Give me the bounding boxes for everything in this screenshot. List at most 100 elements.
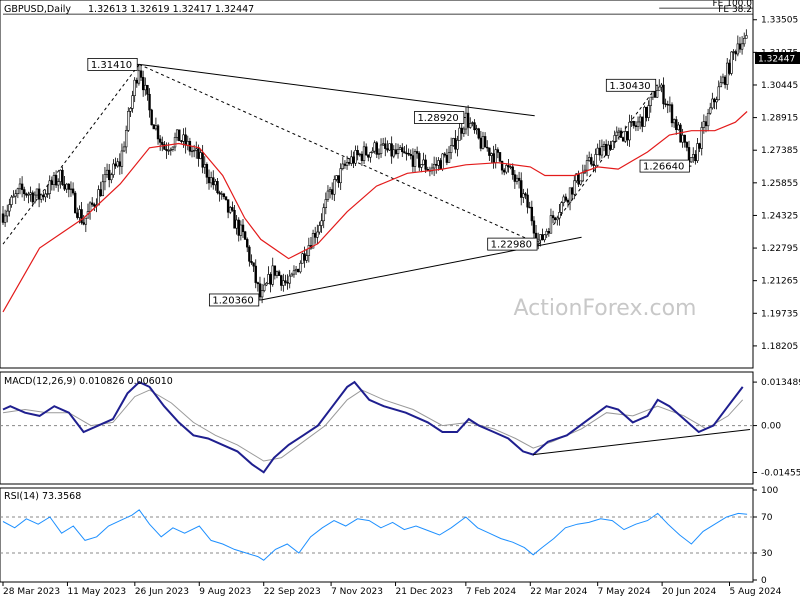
candle-body — [672, 119, 676, 124]
candle-body — [420, 164, 423, 168]
candle-body — [27, 193, 30, 196]
candle-body — [127, 111, 130, 131]
last-price-tag — [755, 52, 800, 64]
rsi-tick-label: 70 — [761, 513, 773, 523]
time-axis: 28 Mar 2023 11 May 2023 26 Jun 2023 9 Aug 2… — [2, 582, 782, 597]
candle-body — [632, 121, 635, 126]
candle-body — [645, 106, 648, 118]
time-tick-label: 7 Nov 2023 — [331, 587, 383, 597]
candle-body — [175, 129, 179, 138]
candle-body — [258, 283, 262, 298]
candle-body — [333, 179, 336, 195]
candle-body — [475, 128, 478, 131]
candle-body — [520, 180, 523, 198]
rsi-tick-label: 0 — [761, 576, 767, 586]
candle-body — [577, 173, 580, 185]
candle-body — [52, 175, 56, 185]
candle-body — [445, 154, 449, 163]
candle-body — [195, 148, 198, 151]
candle-body — [59, 169, 62, 182]
price-tick-label: 1.19735 — [761, 309, 798, 319]
candle-body — [736, 43, 740, 55]
candle-body — [131, 95, 134, 109]
candle-body — [432, 163, 436, 169]
candle-body — [628, 121, 631, 141]
candle-body — [218, 192, 221, 195]
candle-body — [326, 190, 330, 200]
candle-body — [269, 274, 272, 285]
candle-body — [509, 166, 512, 168]
candle-body — [403, 151, 406, 154]
candle-body — [286, 282, 289, 284]
candle-body — [609, 144, 612, 150]
candle-body — [54, 175, 58, 186]
candle-body — [101, 181, 105, 197]
candle-body — [473, 122, 476, 131]
candle-body — [626, 131, 629, 141]
candle-body — [594, 154, 597, 166]
candle-body — [743, 38, 746, 45]
candle-body — [604, 143, 608, 156]
candle-body — [63, 184, 66, 190]
candle-body — [40, 194, 43, 200]
candle-body — [362, 146, 366, 161]
candle-body — [129, 108, 132, 112]
trendline — [139, 63, 540, 245]
candle-body — [120, 150, 124, 167]
candle-body — [592, 163, 595, 166]
candle-body — [460, 127, 463, 134]
candle-body — [267, 274, 270, 284]
candle-body — [452, 138, 455, 146]
candle-body — [8, 204, 11, 212]
candle-body — [169, 149, 172, 151]
candle-body — [658, 86, 661, 91]
candle-body — [422, 159, 425, 165]
moving-average-line — [2, 111, 748, 313]
candle-body — [537, 239, 540, 242]
candle-body — [600, 146, 604, 156]
candle-body — [103, 174, 107, 183]
candle-body — [490, 153, 493, 156]
candle-body — [415, 151, 419, 154]
candle-body — [222, 193, 226, 197]
candle-body — [167, 150, 170, 152]
candle-body — [689, 157, 693, 163]
candle-body — [683, 134, 686, 143]
candle-body — [241, 224, 245, 233]
candle-body — [545, 231, 548, 236]
candle-body — [551, 215, 555, 219]
candle-body — [184, 134, 187, 146]
candle-body — [435, 163, 438, 166]
candle-body — [443, 153, 446, 156]
candle-body — [649, 96, 652, 106]
candle-body — [651, 91, 655, 98]
candle-body — [390, 143, 393, 157]
rsi-panel — [0, 487, 754, 583]
candle-body — [396, 149, 400, 154]
candle-body — [505, 165, 508, 173]
candle-body — [116, 161, 119, 167]
candle-body — [668, 104, 672, 106]
candle-body — [585, 160, 589, 171]
candle-body — [48, 180, 51, 194]
candle-body — [294, 268, 298, 272]
candle-body — [698, 143, 701, 149]
candle-body — [711, 98, 714, 109]
candle-body — [243, 231, 247, 240]
candle-body — [492, 153, 495, 163]
candlesticks — [1, 29, 748, 304]
candle-body — [526, 194, 529, 208]
candle-body — [388, 143, 391, 151]
candle-body — [634, 125, 638, 128]
candle-body — [479, 137, 483, 149]
candle-body — [197, 148, 200, 159]
candle-body — [471, 122, 474, 124]
candle-body — [496, 149, 500, 153]
candle-body — [122, 146, 126, 152]
price-tick-label: 1.22795 — [761, 244, 798, 254]
candle-body — [364, 146, 368, 156]
candle-body — [556, 217, 559, 221]
candle-body — [99, 189, 102, 197]
candle-body — [704, 121, 708, 127]
candle-body — [613, 135, 616, 142]
